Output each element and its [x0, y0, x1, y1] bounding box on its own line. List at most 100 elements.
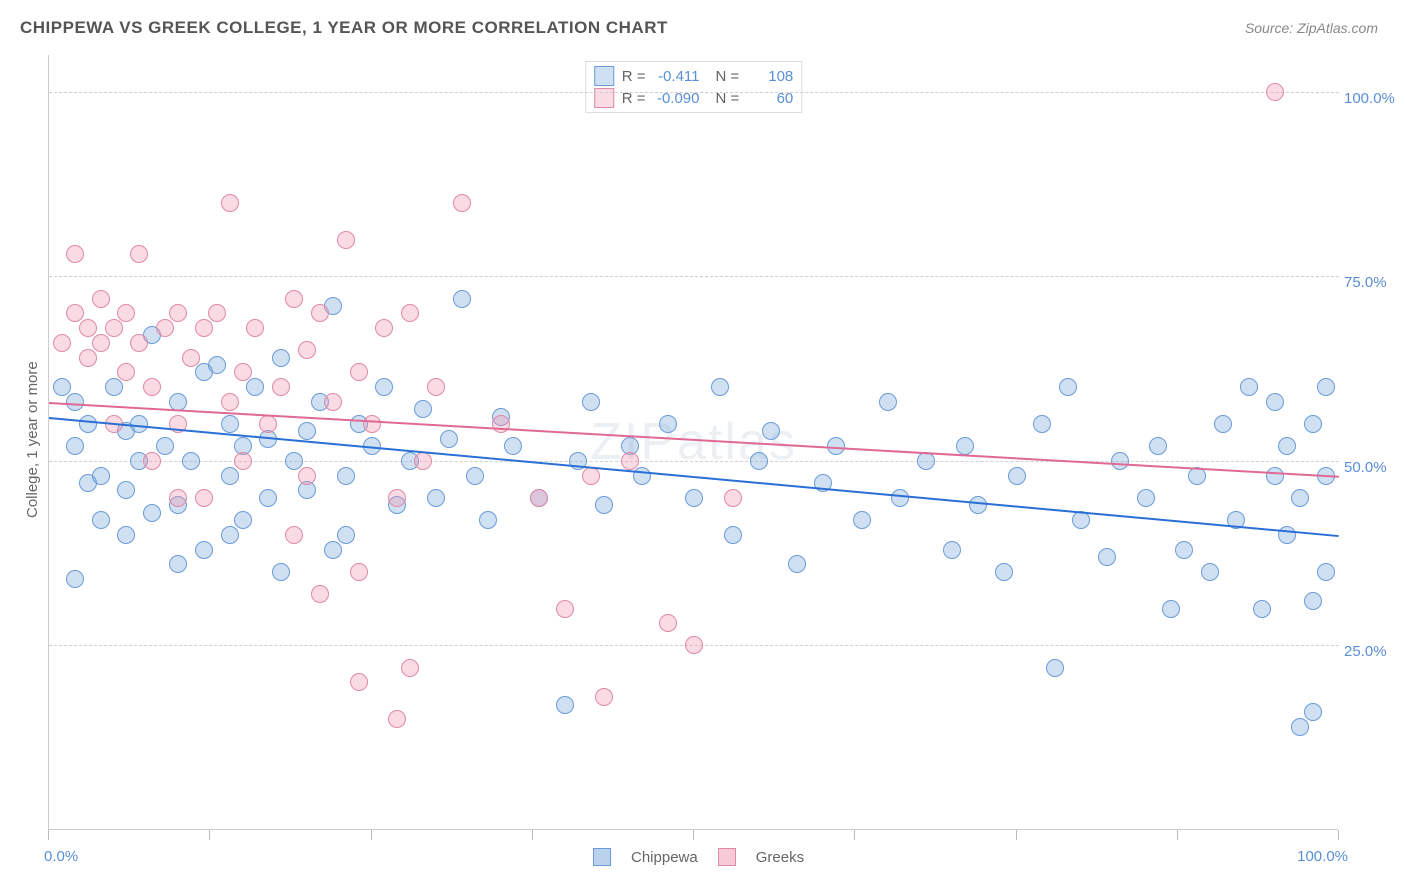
scatter-point	[659, 415, 677, 433]
scatter-point	[388, 489, 406, 507]
scatter-point	[259, 415, 277, 433]
x-max-label: 100.0%	[1297, 848, 1348, 865]
scatter-point	[1201, 563, 1219, 581]
scatter-point	[143, 378, 161, 396]
x-tick	[1016, 830, 1017, 840]
x-tick	[1338, 830, 1339, 840]
scatter-point	[221, 467, 239, 485]
scatter-point	[556, 696, 574, 714]
scatter-point	[943, 541, 961, 559]
scatter-point	[659, 614, 677, 632]
scatter-point	[917, 452, 935, 470]
legend-swatch	[593, 848, 611, 866]
scatter-point	[143, 452, 161, 470]
scatter-point	[337, 467, 355, 485]
scatter-plot: ZIPatlas R =-0.411N =108R =-0.090N =60	[48, 55, 1338, 830]
scatter-point	[311, 585, 329, 603]
legend-label: Greeks	[756, 849, 804, 866]
scatter-point	[92, 511, 110, 529]
scatter-point	[633, 467, 651, 485]
scatter-point	[92, 334, 110, 352]
y-tick-label: 75.0%	[1344, 274, 1387, 291]
scatter-point	[1253, 600, 1271, 618]
scatter-point	[401, 659, 419, 677]
scatter-point	[79, 349, 97, 367]
gridline	[49, 92, 1339, 93]
chart-title: CHIPPEWA VS GREEK COLLEGE, 1 YEAR OR MOR…	[20, 18, 668, 38]
scatter-point	[350, 673, 368, 691]
n-value: 108	[747, 68, 793, 85]
scatter-point	[324, 393, 342, 411]
scatter-point	[492, 415, 510, 433]
scatter-point	[105, 319, 123, 337]
scatter-point	[234, 452, 252, 470]
scatter-point	[208, 356, 226, 374]
scatter-point	[1304, 703, 1322, 721]
x-tick	[48, 830, 49, 840]
scatter-point	[1304, 415, 1322, 433]
scatter-point	[66, 393, 84, 411]
legend-label: Chippewa	[631, 849, 698, 866]
scatter-point	[427, 489, 445, 507]
scatter-point	[1291, 489, 1309, 507]
scatter-point	[130, 245, 148, 263]
scatter-point	[182, 349, 200, 367]
series-legend: Chippewa Greeks	[593, 848, 804, 866]
scatter-point	[582, 467, 600, 485]
scatter-point	[595, 496, 613, 514]
scatter-point	[79, 415, 97, 433]
legend-swatch	[718, 848, 736, 866]
scatter-point	[414, 452, 432, 470]
scatter-point	[762, 422, 780, 440]
scatter-point	[1278, 437, 1296, 455]
scatter-point	[1046, 659, 1064, 677]
x-tick	[209, 830, 210, 840]
scatter-point	[595, 688, 613, 706]
scatter-point	[208, 304, 226, 322]
scatter-point	[246, 378, 264, 396]
legend-swatch	[594, 66, 614, 86]
scatter-point	[388, 710, 406, 728]
scatter-point	[79, 319, 97, 337]
scatter-point	[259, 489, 277, 507]
scatter-point	[414, 400, 432, 418]
scatter-point	[117, 304, 135, 322]
scatter-point	[195, 489, 213, 507]
scatter-point	[66, 570, 84, 588]
scatter-point	[105, 378, 123, 396]
scatter-point	[1149, 437, 1167, 455]
scatter-point	[453, 194, 471, 212]
scatter-point	[1098, 548, 1116, 566]
scatter-point	[182, 452, 200, 470]
scatter-point	[504, 437, 522, 455]
scatter-point	[750, 452, 768, 470]
stats-row: R =-0.411N =108	[594, 66, 794, 86]
scatter-point	[427, 378, 445, 396]
y-axis-label: College, 1 year or more	[24, 361, 41, 518]
scatter-point	[956, 437, 974, 455]
scatter-point	[285, 526, 303, 544]
scatter-point	[53, 378, 71, 396]
scatter-point	[156, 319, 174, 337]
scatter-point	[234, 511, 252, 529]
scatter-point	[1214, 415, 1232, 433]
scatter-point	[298, 467, 316, 485]
scatter-point	[143, 504, 161, 522]
scatter-point	[92, 467, 110, 485]
scatter-point	[375, 378, 393, 396]
scatter-point	[246, 319, 264, 337]
scatter-point	[1137, 489, 1155, 507]
scatter-point	[724, 489, 742, 507]
scatter-point	[788, 555, 806, 573]
scatter-point	[556, 600, 574, 618]
scatter-point	[995, 563, 1013, 581]
x-min-label: 0.0%	[44, 848, 78, 865]
stats-legend-box: R =-0.411N =108R =-0.090N =60	[585, 61, 803, 113]
scatter-point	[92, 290, 110, 308]
scatter-point	[169, 489, 187, 507]
scatter-point	[363, 415, 381, 433]
scatter-point	[66, 437, 84, 455]
scatter-point	[453, 290, 471, 308]
scatter-point	[1266, 83, 1284, 101]
scatter-point	[711, 378, 729, 396]
